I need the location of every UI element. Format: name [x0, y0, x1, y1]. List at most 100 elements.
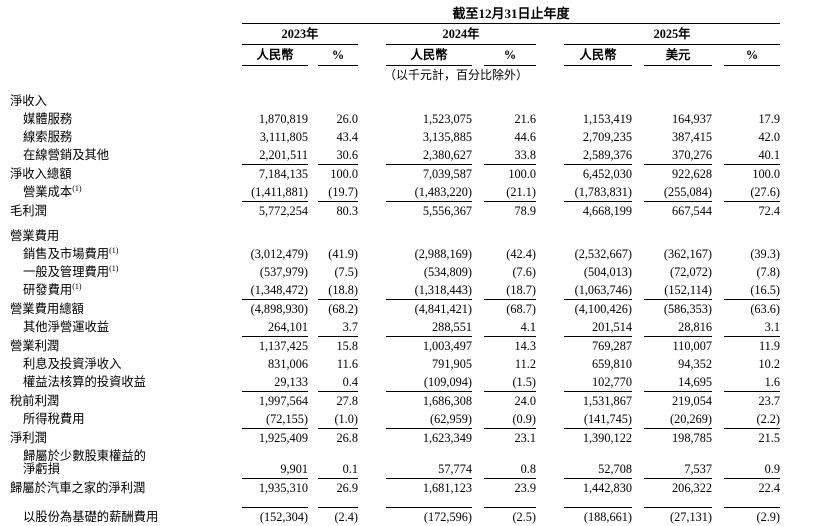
cell-value: (7.8)	[756, 265, 781, 279]
table-row: 線索服務 3,111,805 43.4 3,135,885 44.6 2,709,235 3…	[10, 128, 780, 146]
cell-value: 28,816	[678, 320, 712, 334]
cell-value: 23.1	[472, 428, 536, 447]
cell-value: 922,628	[632, 164, 712, 183]
year-group-2025: 2025年	[536, 24, 781, 45]
cell-value: 4.1	[520, 320, 536, 334]
cell-value: 1,003,497	[358, 336, 472, 355]
cell-value: (2.4)	[308, 497, 358, 526]
cell-value: 15.8	[308, 336, 358, 355]
table-row: 營業費用	[10, 220, 780, 245]
cell-value: 0.1	[342, 462, 358, 476]
cell-value: 288,551	[432, 320, 472, 334]
cell-value: 94,352	[678, 357, 712, 371]
cell-value: (72,072)	[669, 265, 712, 279]
cell-value: 80.3	[308, 201, 358, 220]
cell-value: 1,686,308	[358, 391, 472, 410]
row-label: 一般及管理費用(1)	[23, 263, 119, 279]
col-header-usd-2025: 美元	[632, 45, 712, 66]
cell-value: 30.6	[336, 148, 358, 162]
cell-value: (172,596)	[358, 497, 472, 526]
cell-value: 26.9	[308, 478, 358, 497]
footnote-marker: (1)	[109, 263, 119, 273]
table-row: 歸屬於汽車之家的淨利潤 1,935,310 26.9 1,681,123 23.9 1,4…	[10, 478, 781, 497]
cell-value: 1.6	[764, 375, 781, 389]
row-label: 研發費用(1)	[23, 281, 82, 297]
cell-value: (2.2)	[756, 412, 781, 426]
cell-value: (1,483,220)	[414, 185, 472, 199]
cell-value: 40.1	[758, 148, 781, 162]
row-label: 線索服務	[23, 130, 73, 144]
cell-value: (63.6)	[712, 299, 781, 318]
cell-value: 198,785	[632, 428, 712, 447]
col-header-pct-2024: %	[472, 45, 536, 66]
table-row: 研發費用(1) (1,348,472) (18.8) (1,318,443) (18.7…	[10, 281, 780, 299]
column-header-row: 人民幣 % 人民幣 % 人民幣 美元 %	[10, 45, 781, 66]
cell-value: 2,709,235	[582, 130, 632, 144]
cell-value: 110,007	[632, 336, 712, 355]
cell-value: (2.5)	[472, 497, 536, 526]
cell-value: 0.9	[764, 462, 781, 476]
cell-value	[472, 85, 536, 110]
table-row: 銷售及市場費用(1) (3,012,479) (41.9) (2,988,169) (4…	[10, 245, 780, 263]
cell-value: 27.8	[308, 391, 358, 410]
cell-value: (1,348,472)	[250, 283, 308, 297]
table-row: 在線營銷及其他 2,201,511 30.6 2,380,627 33.8 2,589,3…	[10, 146, 780, 164]
cell-value	[712, 85, 780, 110]
footnote-marker: (1)	[72, 281, 82, 291]
row-label: 淨收入	[10, 94, 47, 108]
cell-value: 11.2	[514, 357, 536, 371]
cell-value	[232, 85, 308, 110]
col-header-rmb-2023: 人民幣	[232, 45, 308, 66]
cell-value: (152,114)	[664, 283, 712, 297]
period-header-cell: 截至12月31日止年度	[232, 4, 781, 24]
cell-value: (20,269)	[669, 412, 712, 426]
cell-value	[712, 220, 780, 245]
cell-value: 100.0	[308, 164, 358, 183]
unit-note-cell: （以千元計，百分比除外）	[232, 66, 780, 85]
table-row: 其他淨營運收益 264,101 3.7 288,551 4.1 201,514 28,816…	[10, 318, 780, 336]
cell-value: 1,523,075	[422, 112, 472, 126]
row-label: 營業費用	[10, 229, 60, 243]
cell-value: 769,287	[536, 336, 632, 355]
cell-value: 5,556,367	[358, 201, 472, 220]
cell-value: (68.7)	[472, 299, 536, 318]
footnote-marker: (1)	[72, 183, 82, 193]
cell-value	[358, 220, 472, 245]
cell-value: 206,322	[632, 478, 712, 497]
cell-value: (2.9)	[712, 497, 781, 526]
table-row: 稅前利潤 1,997,564 27.8 1,686,308 24.0 1,531,867 2…	[10, 391, 781, 410]
cell-value: 219,054	[632, 391, 712, 410]
row-label: 淨利潤	[10, 431, 47, 445]
cell-value: (4,898,930)	[232, 299, 308, 318]
cell-value	[308, 220, 358, 245]
cell-value: 1,997,564	[232, 391, 308, 410]
table-row: 媒體服務 1,870,819 26.0 1,523,075 21.6 1,153,419 1…	[10, 110, 780, 128]
cell-value: 17.9	[758, 112, 781, 126]
row-label: 歸屬於少數股東權益的 淨虧損	[23, 449, 146, 476]
table-row: 一般及管理費用(1) (537,979) (7.5) (534,809) (7.6) (5…	[10, 263, 780, 281]
cell-value	[632, 220, 712, 245]
cell-value: 659,810	[592, 357, 632, 371]
cell-value: 52,708	[598, 462, 632, 476]
cell-value: 2,589,376	[582, 148, 632, 162]
cell-value: 78.9	[472, 201, 536, 220]
cell-value: 667,544	[632, 201, 712, 220]
table-row: 淨收入	[10, 85, 780, 110]
year-label-2025: 2025年	[564, 27, 781, 45]
year-group-2024: 2024年	[358, 24, 536, 45]
table-row: 淨利潤 1,925,409 26.8 1,623,349 23.1 1,390,122 19…	[10, 428, 781, 447]
cell-value: 102,770	[592, 375, 632, 389]
cell-value	[308, 85, 358, 110]
cell-value: 1,531,867	[536, 391, 632, 410]
cell-value: 791,905	[432, 357, 472, 371]
cell-value: 24.0	[472, 391, 536, 410]
cell-value: 1,390,122	[536, 428, 632, 447]
cell-value: 164,937	[672, 112, 712, 126]
row-label: 媒體服務	[23, 112, 73, 126]
table-row: 毛利潤 5,772,254 80.3 5,556,367 78.9 4,668,199 66…	[10, 201, 781, 220]
cell-value: 21.6	[514, 112, 536, 126]
col-header-pct-2023: %	[308, 45, 358, 66]
row-label: 稅前利潤	[10, 394, 60, 408]
header-spacer	[10, 66, 232, 85]
cell-value: (1,783,831)	[574, 185, 632, 199]
